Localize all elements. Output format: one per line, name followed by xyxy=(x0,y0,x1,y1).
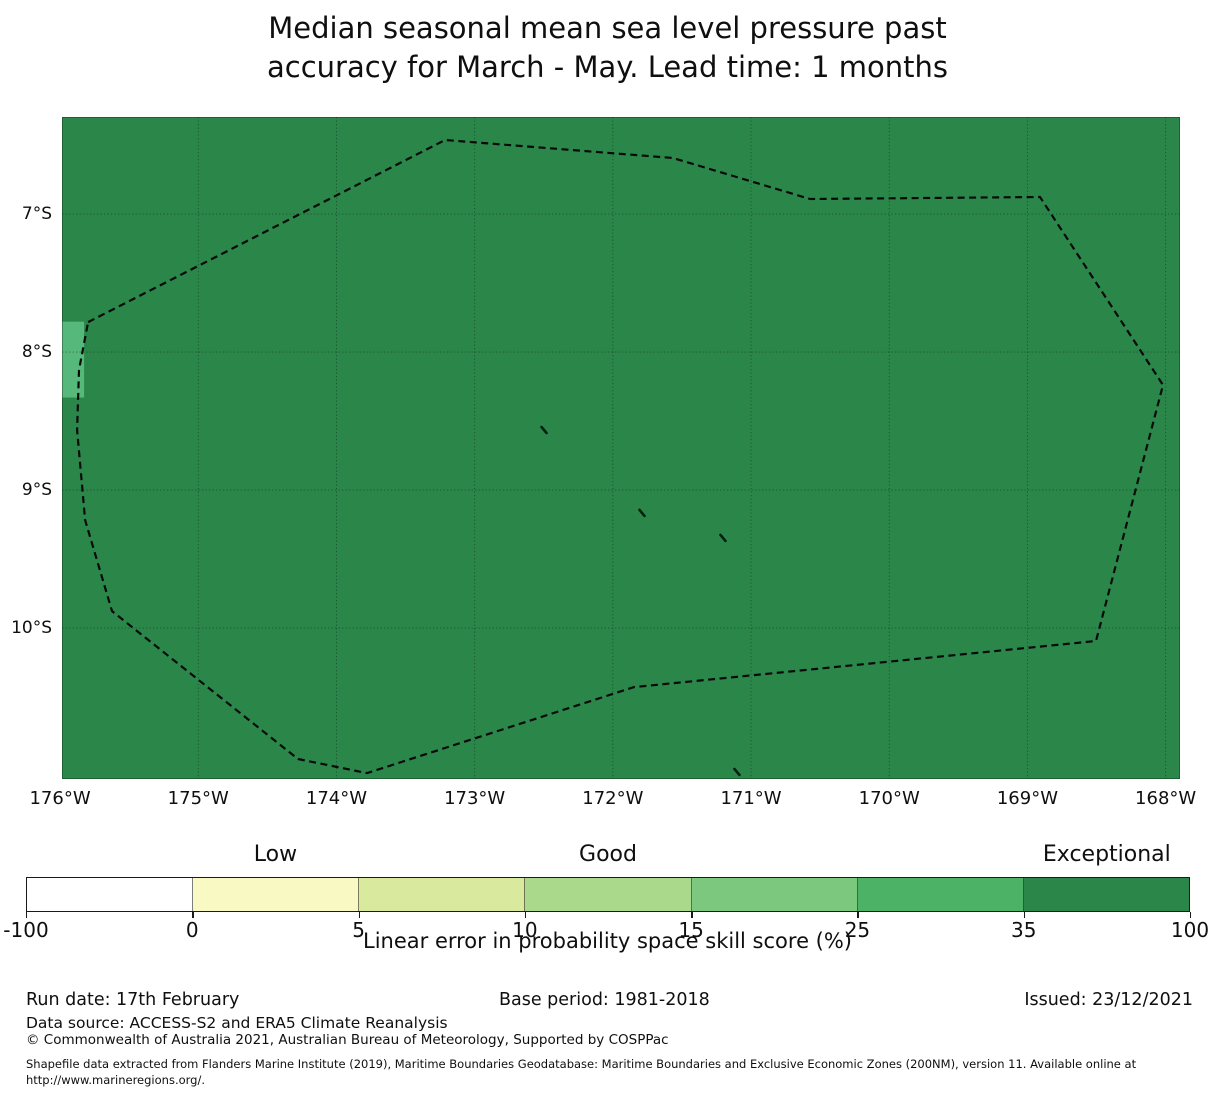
base-period-text: Base period: 1981-2018 xyxy=(499,990,710,1010)
island-mark xyxy=(719,533,727,543)
x-tick-label: 170°W xyxy=(858,788,920,809)
colorbar-tick-mark xyxy=(691,912,693,918)
x-tick-label: 172°W xyxy=(582,788,644,809)
colorbar-tick-label: 15 xyxy=(678,918,704,942)
shapefile-credit-text: Shapefile data extracted from Flanders M… xyxy=(26,1057,1137,1071)
y-tick-label: 9°S xyxy=(21,480,52,501)
colorbar-axis-label: Linear error in probability space skill … xyxy=(363,929,852,953)
colorbar-segment xyxy=(27,878,194,911)
x-tick-label: 168°W xyxy=(1135,788,1197,809)
colorbar-tick-mark xyxy=(524,912,527,918)
low-skill-cell xyxy=(62,321,85,398)
colorbar-tick-label: 0 xyxy=(185,918,199,942)
colorbar-category-label: Good xyxy=(579,842,637,867)
island-mark xyxy=(733,767,741,777)
colorbar-segment xyxy=(1023,878,1189,911)
x-tick-label: 176°W xyxy=(29,788,91,809)
shapefile-credit-url: http://www.marineregions.org/. xyxy=(26,1073,205,1087)
colorbar-tick-label: 5 xyxy=(352,918,365,942)
colorbar-tick-label: 10 xyxy=(512,918,538,942)
island-mark xyxy=(638,508,646,518)
chart-title: Median seasonal mean sea level pressure … xyxy=(0,9,1215,87)
colorbar-segment xyxy=(691,878,858,911)
colorbar-tick-label: 35 xyxy=(1010,918,1037,942)
colorbar-tick-mark xyxy=(1190,912,1192,918)
colorbar-segment xyxy=(525,878,692,911)
colorbar-tick-mark xyxy=(192,912,194,918)
eez-boundary xyxy=(76,138,1165,775)
map-fill xyxy=(62,117,1180,779)
chart-title-line1: Median seasonal mean sea level pressure … xyxy=(268,11,947,45)
colorbar-segment xyxy=(359,878,526,911)
colorbar-tick-mark xyxy=(1023,912,1026,918)
island-mark xyxy=(540,425,548,435)
colorbar-segment xyxy=(193,878,360,911)
copyright-text: © Commonwealth of Australia 2021, Austra… xyxy=(26,1032,669,1048)
x-tick-label: 174°W xyxy=(305,788,368,809)
x-tick-label: 175°W xyxy=(167,788,229,809)
colorbar-category-label: Low xyxy=(253,842,298,867)
x-tick-label: 173°W xyxy=(444,788,506,809)
x-tick-label: 171°W xyxy=(720,788,782,809)
eez-skill-map xyxy=(62,117,1180,779)
issued-date-text: Issued: 23/12/2021 xyxy=(1024,990,1193,1010)
colorbar-tick-label: 100 xyxy=(1170,918,1210,942)
colorbar-tick-label: 25 xyxy=(844,918,871,942)
x-tick-label: 169°W xyxy=(996,788,1058,809)
run-date-text: Run date: 17th February xyxy=(26,990,240,1010)
colorbar-category-label: Exceptional xyxy=(1042,842,1171,867)
y-tick-label: 7°S xyxy=(21,204,52,225)
map-plot xyxy=(62,117,1180,779)
colorbar-tick-mark xyxy=(857,912,859,918)
colorbar-tick-mark xyxy=(358,912,360,918)
colorbar-segment xyxy=(857,878,1024,911)
y-tick-label: 10°S xyxy=(11,618,52,639)
data-source-text: Data source: ACCESS-S2 and ERA5 Climate … xyxy=(26,1014,448,1032)
y-tick-label: 8°S xyxy=(21,342,52,363)
map-frame xyxy=(62,117,1180,779)
colorbar xyxy=(26,877,1190,912)
colorbar-tick-mark xyxy=(26,912,28,918)
colorbar-tick-label: -100 xyxy=(3,918,49,942)
chart-title-line2: accuracy for March - May. Lead time: 1 m… xyxy=(266,50,948,84)
